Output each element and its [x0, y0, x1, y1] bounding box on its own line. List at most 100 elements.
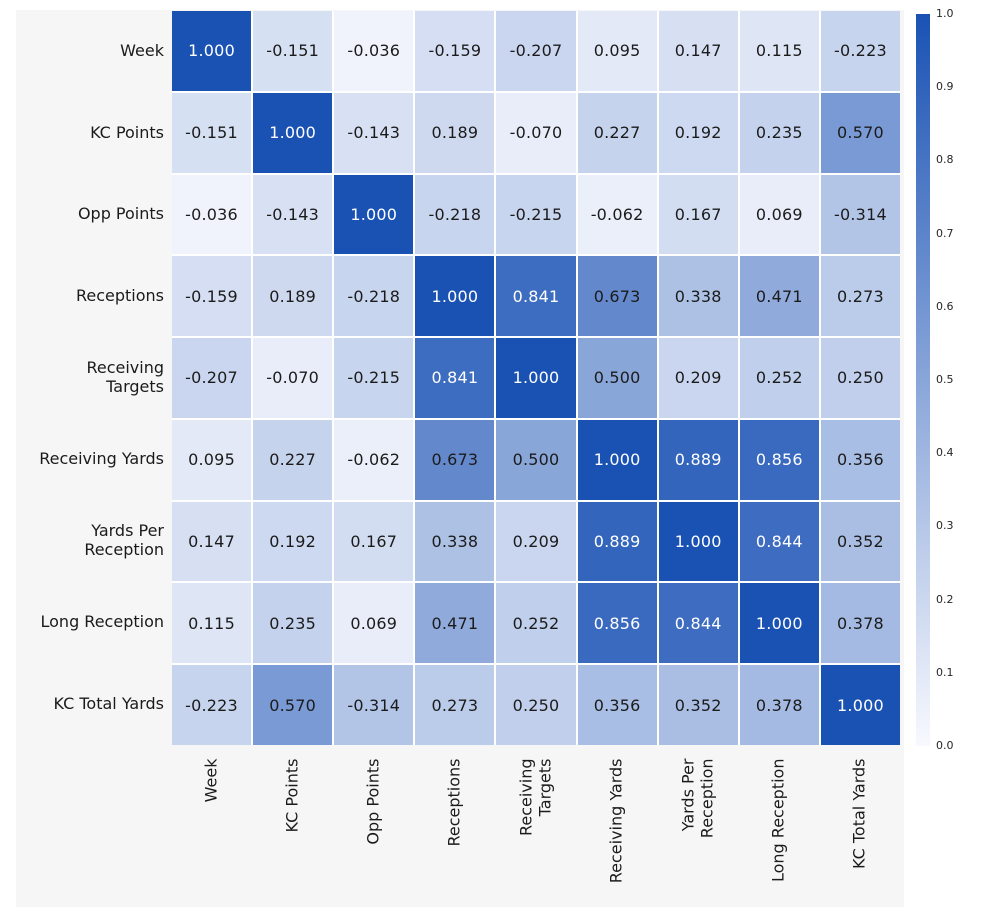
heatmap-cell: -0.151: [172, 92, 252, 173]
heatmap-cell: 0.115: [739, 11, 819, 91]
correlation-heatmap: 1.000 -0.151 -0.036 -0.159 -0.207 0.095 0.147 0…: [172, 11, 900, 745]
heatmap-cell: 0.235: [253, 583, 333, 664]
x-tick-label: Opp Points: [363, 758, 383, 845]
heatmap-cell: -0.314: [820, 174, 900, 255]
colorbar-tick-label: 0.3: [936, 519, 954, 533]
y-tick-label: KC Total Yards: [53, 693, 165, 713]
heatmap-cell: 0.250: [496, 665, 576, 745]
x-tick-label: Yards Per Reception: [677, 758, 716, 838]
heatmap-cell: -0.159: [415, 11, 495, 91]
heatmap-cell: -0.036: [172, 174, 252, 255]
heatmap-cell: -0.223: [820, 11, 900, 91]
colorbar: [916, 14, 930, 746]
y-axis-labels: Week KC Points Opp Points Receptions Receivi…: [0, 11, 172, 745]
y-tick-label: Week: [120, 41, 164, 61]
colorbar-tick-label: 0.4: [936, 446, 954, 460]
heatmap-cell: 0.841: [415, 338, 495, 418]
heatmap-cell: 0.570: [253, 665, 333, 745]
y-tick-label: Receiving Targets: [86, 358, 164, 396]
heatmap-cell: 0.095: [577, 11, 657, 91]
heatmap-cell: 0.192: [253, 501, 333, 582]
heatmap-cell: 0.227: [253, 419, 333, 500]
heatmap-cell: 0.471: [739, 256, 819, 337]
heatmap-cell: -0.215: [334, 338, 414, 418]
heatmap-cell: 0.844: [658, 583, 738, 664]
y-tick-label: KC Points: [90, 122, 164, 142]
colorbar-tick-label: 0.8: [936, 153, 954, 167]
x-tick-label: Receptions: [444, 758, 464, 847]
x-tick-label: Receiving Yards: [606, 758, 626, 883]
heatmap-cell: -0.159: [172, 256, 252, 337]
x-tick-label: Receiving Targets: [516, 758, 554, 836]
colorbar-tick-label: 1.0: [936, 7, 954, 20]
heatmap-cell: 0.189: [415, 92, 495, 173]
heatmap-cell: 0.167: [658, 174, 738, 255]
heatmap-cell: 0.273: [415, 665, 495, 745]
colorbar-tick-label: 0.7: [936, 226, 954, 240]
heatmap-cell: 0.673: [577, 256, 657, 337]
heatmap-cell: -0.143: [334, 92, 414, 173]
heatmap-cell: -0.151: [253, 11, 333, 91]
heatmap-cell: 0.889: [577, 501, 657, 582]
heatmap-cell: 0.352: [658, 665, 738, 745]
colorbar-tick-label: 0.2: [936, 592, 954, 606]
heatmap-cell: 0.209: [496, 501, 576, 582]
heatmap-cell: -0.143: [253, 174, 333, 255]
colorbar-tick-label: 0.0: [936, 739, 954, 752]
heatmap-cell: 0.250: [820, 338, 900, 418]
heatmap-cell: 0.095: [172, 419, 252, 500]
heatmap-cell: -0.223: [172, 665, 252, 745]
heatmap-cell: -0.207: [172, 338, 252, 418]
heatmap-cell: -0.218: [415, 174, 495, 255]
heatmap-cell: 0.167: [334, 501, 414, 582]
heatmap-cell: 0.471: [415, 583, 495, 664]
heatmap-cell: 1.000: [496, 338, 576, 418]
x-tick-label: Week: [202, 758, 221, 802]
heatmap-cell: 0.235: [739, 92, 819, 173]
heatmap-cell: 0.147: [658, 11, 738, 91]
x-tick-label: KC Points: [282, 758, 302, 832]
heatmap-cell: 0.227: [577, 92, 657, 173]
heatmap-cell: 1.000: [739, 583, 819, 664]
heatmap-cell: 0.338: [658, 256, 738, 337]
heatmap-cell: 0.352: [820, 501, 900, 582]
y-tick-label: Receptions: [75, 286, 164, 305]
heatmap-cell: 0.147: [172, 501, 252, 582]
heatmap-cell: 0.856: [577, 583, 657, 664]
heatmap-cell: 0.069: [334, 583, 414, 664]
colorbar-tick-label: 0.1: [936, 665, 954, 679]
heatmap-cell: 0.356: [820, 419, 900, 500]
heatmap-cell: 0.115: [172, 583, 252, 664]
heatmap-cell: 0.844: [739, 501, 819, 582]
heatmap-cell: 0.273: [820, 256, 900, 337]
heatmap-cell: -0.036: [334, 11, 414, 91]
y-tick-label: Opp Points: [77, 204, 164, 224]
x-tick-label: KC Total Yards: [849, 758, 869, 869]
heatmap-cell: 0.856: [739, 419, 819, 500]
y-tick-label: Yards Per Reception: [84, 521, 164, 560]
heatmap-cell: 0.841: [496, 256, 576, 337]
heatmap-cell: 1.000: [172, 11, 252, 91]
heatmap-cell: 0.356: [577, 665, 657, 745]
heatmap-cell: -0.314: [334, 665, 414, 745]
heatmap-cell: -0.070: [496, 92, 576, 173]
heatmap-cell: 1.000: [334, 174, 414, 255]
heatmap-cell: 1.000: [577, 419, 657, 500]
heatmap-cell: 0.500: [577, 338, 657, 418]
heatmap-cell: 0.378: [820, 583, 900, 664]
y-tick-label: Long Reception: [40, 612, 165, 632]
heatmap-cell: -0.070: [253, 338, 333, 418]
x-tick-label: Long Reception: [768, 758, 788, 882]
heatmap-cell: 1.000: [820, 665, 900, 745]
heatmap-cell: 0.192: [658, 92, 738, 173]
heatmap-cell: 0.570: [820, 92, 900, 173]
heatmap-cell: 0.673: [415, 419, 495, 500]
heatmap-cell: 0.378: [739, 665, 819, 745]
heatmap-cell: -0.062: [577, 174, 657, 255]
heatmap-cell: 0.069: [739, 174, 819, 255]
heatmap-cell: 0.500: [496, 419, 576, 500]
heatmap-cell: 0.252: [739, 338, 819, 418]
y-tick-label: Receiving Yards: [39, 449, 164, 469]
heatmap-cell: 0.209: [658, 338, 738, 418]
